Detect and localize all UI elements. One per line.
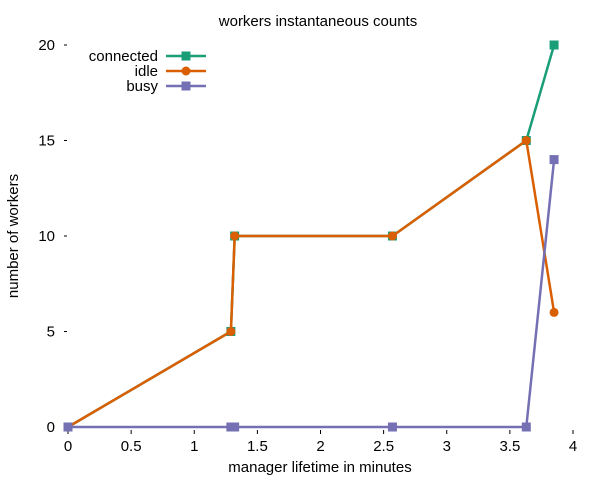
x-tick-label: 3.5: [499, 438, 520, 455]
data-point-idle: [387, 231, 397, 241]
y-tick-label: 20: [38, 37, 55, 54]
series-line-idle: [67, 139, 556, 429]
data-point-busy: [63, 422, 73, 432]
data-point-busy: [521, 422, 531, 432]
data-point-idle: [226, 327, 236, 336]
data-point-busy: [549, 155, 559, 165]
data-point-busy: [387, 422, 397, 432]
x-tick-label: 0.5: [121, 438, 142, 455]
series-busy: [63, 155, 559, 432]
x-tick-label: 0: [64, 438, 72, 455]
series-idle: [63, 136, 559, 432]
legend-label-busy: busy: [126, 78, 158, 95]
x-tick-label: 2.5: [373, 438, 394, 455]
x-tick-label: 4: [569, 438, 577, 455]
y-tick-label: 0: [47, 419, 55, 436]
y-tick-label: 10: [38, 228, 55, 245]
x-tick-label: 2: [316, 438, 324, 455]
y-tick-label: 15: [38, 133, 55, 150]
legend-marker-busy: [181, 81, 191, 91]
y-tick-label: 5: [47, 324, 55, 341]
legend-marker-connected: [181, 51, 191, 61]
x-tick-label: 3: [443, 438, 451, 455]
series-line-busy: [68, 159, 556, 429]
y-axis-label: number of workers: [5, 174, 22, 298]
series-group: [63, 40, 559, 432]
x-tick-label: 1: [190, 438, 198, 455]
legend-label-idle: idle: [135, 63, 158, 80]
ticks-group: 0 0.5 1 1.5 2 2.5 3 3.5 4 0 5 10 15 20: [38, 37, 577, 455]
data-point-busy: [230, 422, 240, 432]
data-point-idle: [549, 307, 559, 317]
data-point-idle: [521, 136, 531, 145]
data-point-connected: [549, 40, 559, 50]
x-tick-label: 1.5: [247, 438, 268, 455]
data-point-idle: [230, 231, 240, 241]
x-axis-label: manager lifetime in minutes: [228, 459, 411, 476]
legend-label-connected: connected: [89, 48, 158, 65]
chart-title: workers instantaneous counts: [218, 13, 417, 30]
legend-marker-idle: [181, 66, 191, 76]
